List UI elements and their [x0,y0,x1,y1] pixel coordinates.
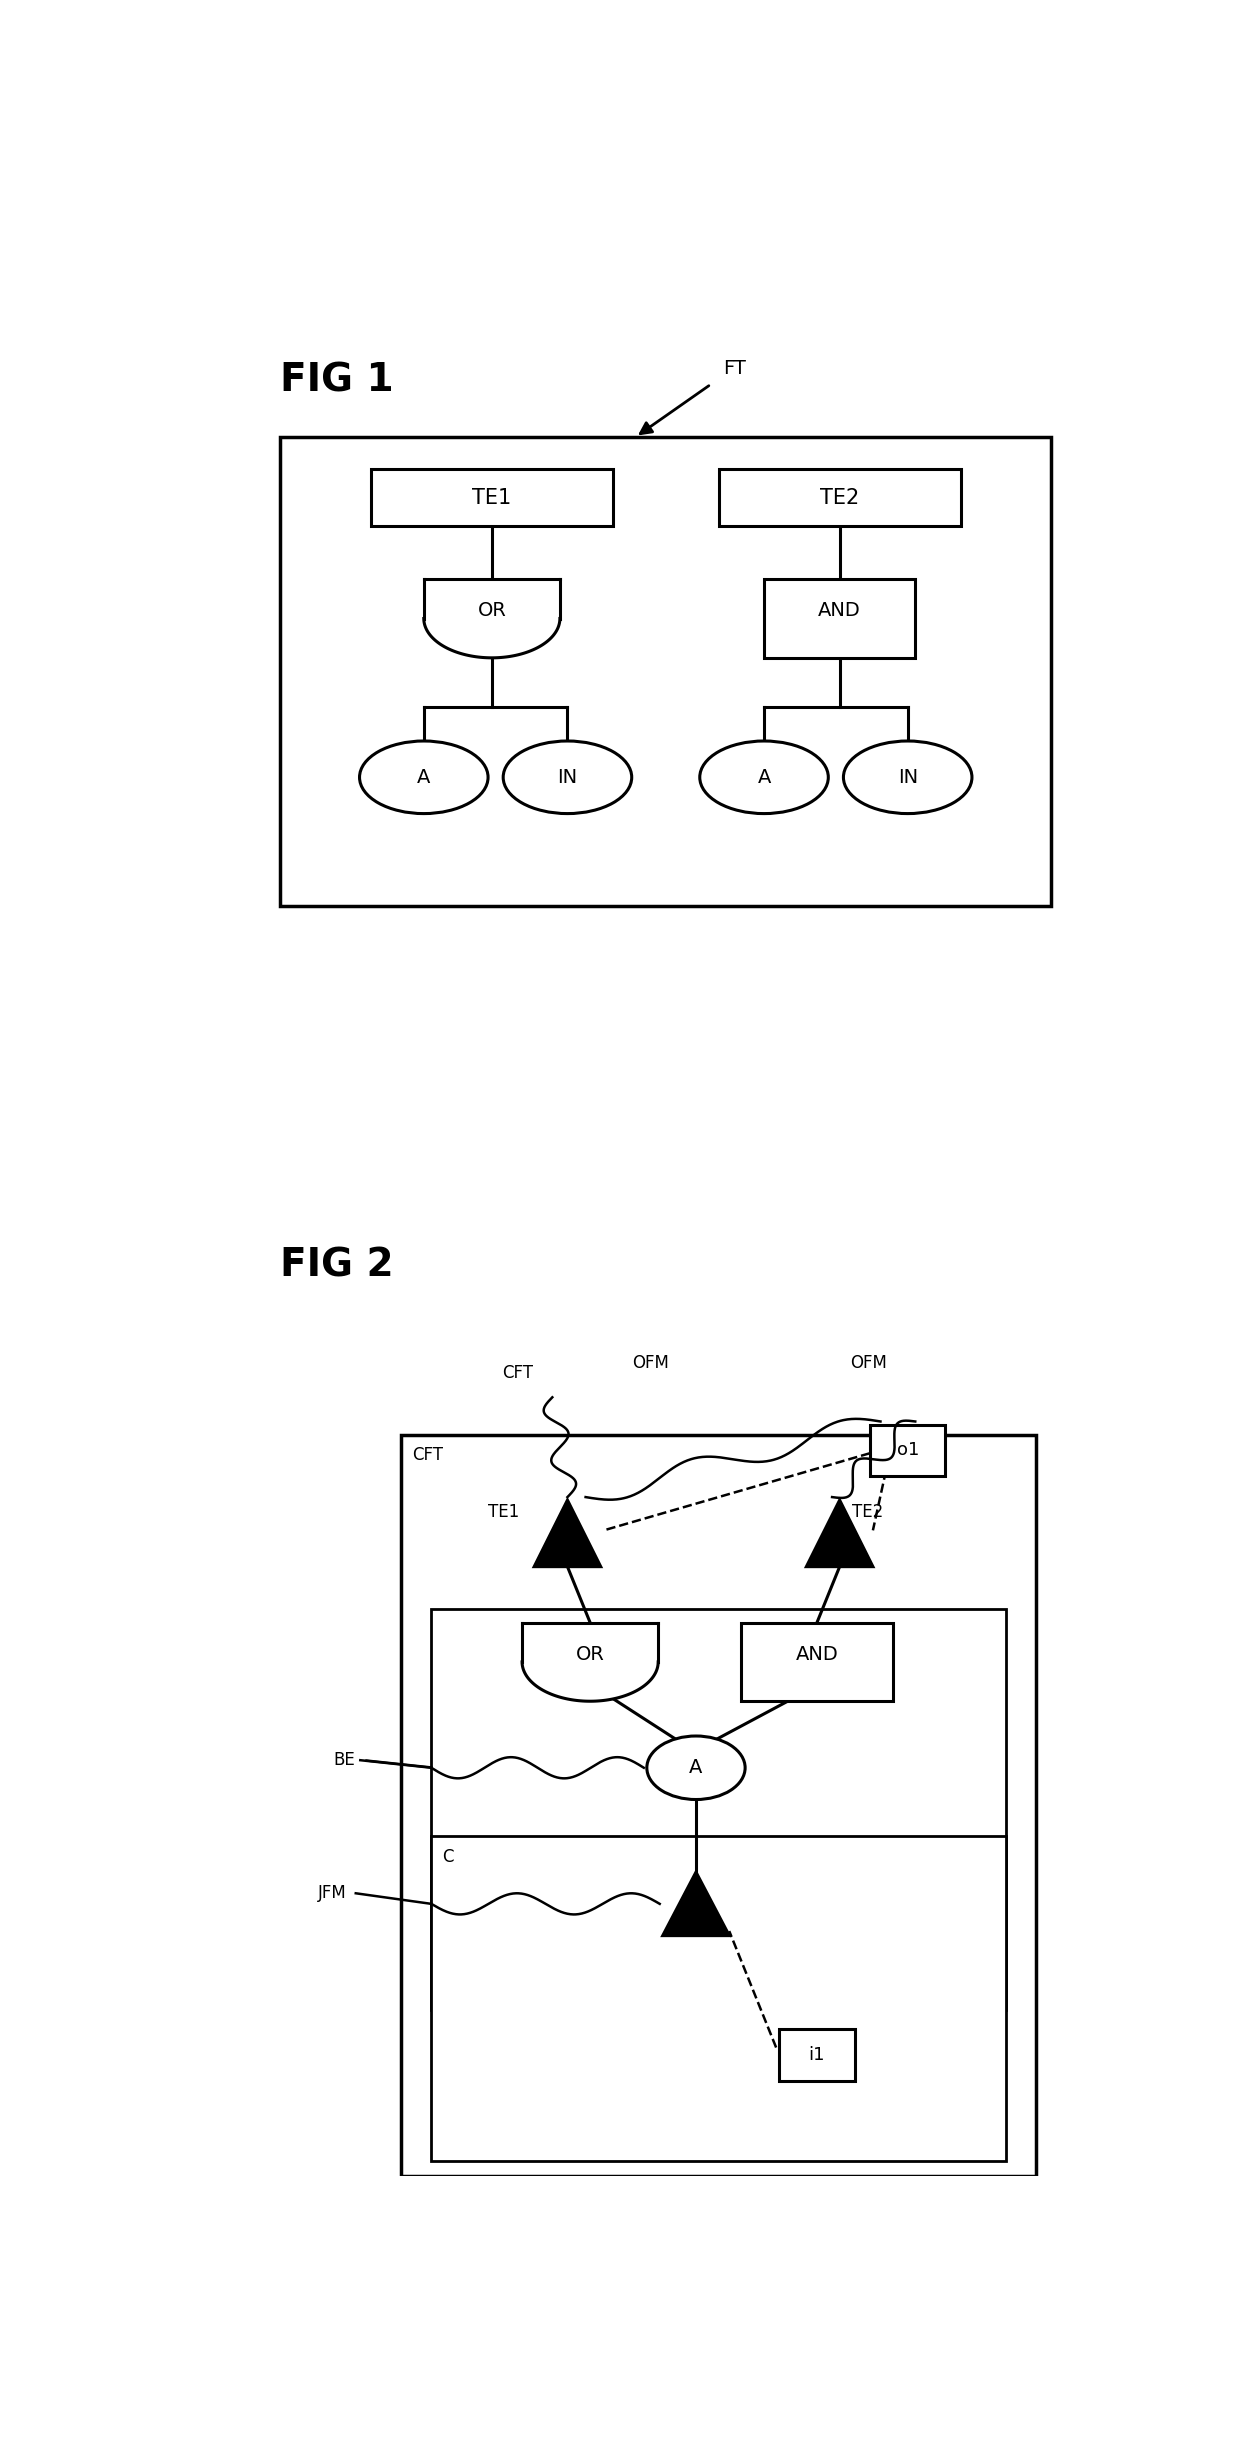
Bar [764,579,915,658]
Text: OFM: OFM [851,1355,887,1372]
Polygon shape [522,1623,658,1702]
Text: AND: AND [796,1645,838,1663]
Text: FIG 2: FIG 2 [280,1247,394,1284]
Bar [779,2029,854,2081]
Text: OR: OR [575,1645,605,1663]
Text: OFM: OFM [632,1355,670,1372]
Text: C: C [441,1848,454,1866]
Polygon shape [806,1501,873,1567]
Ellipse shape [647,1736,745,1800]
Bar [719,469,961,526]
Text: i1: i1 [808,2046,825,2064]
Text: FIG 1: FIG 1 [280,362,394,399]
Text: TE1: TE1 [487,1504,520,1521]
Text: o1: o1 [897,1440,919,1460]
Text: TE2: TE2 [852,1504,883,1521]
Text: CFT: CFT [502,1364,533,1381]
Bar [870,1425,945,1477]
Polygon shape [662,1873,729,1936]
Bar [742,1623,893,1702]
Ellipse shape [503,741,631,814]
Text: JFM: JFM [317,1885,347,1902]
Polygon shape [424,579,560,658]
Bar [401,1435,1037,2176]
Ellipse shape [360,741,489,814]
Polygon shape [534,1501,600,1567]
Ellipse shape [843,741,972,814]
Text: OR: OR [477,601,506,621]
Text: A: A [758,768,771,787]
Text: TE2: TE2 [820,487,859,509]
Text: A: A [417,768,430,787]
Text: IN: IN [558,768,578,787]
Bar [432,1836,1006,2161]
Bar [371,469,613,526]
Text: AND: AND [818,601,861,621]
Bar [280,438,1052,905]
Text: TE1: TE1 [472,487,511,509]
Text: A: A [689,1758,703,1778]
Ellipse shape [699,741,828,814]
Text: CFT: CFT [412,1445,443,1465]
Bar [432,1609,1006,2010]
Text: IN: IN [898,768,918,787]
Text: FT: FT [723,359,746,379]
Text: BE: BE [334,1751,355,1770]
